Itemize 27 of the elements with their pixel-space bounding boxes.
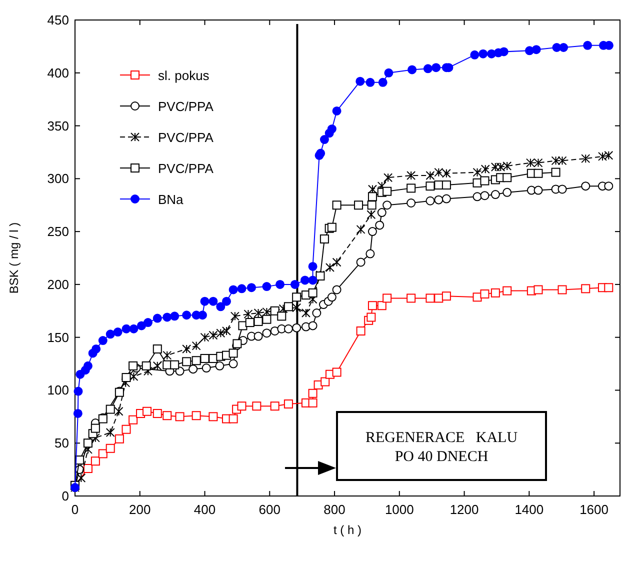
y-tick-label: 200 bbox=[47, 276, 69, 292]
legend-label: BNa bbox=[158, 192, 184, 207]
legend-label: PVC/PPA bbox=[158, 161, 214, 176]
legend-label: PVC/PPA bbox=[158, 99, 214, 114]
y-tick-label: 400 bbox=[47, 65, 69, 80]
x-tick-label: 0 bbox=[71, 502, 79, 517]
x-tick-label: 1000 bbox=[384, 502, 414, 517]
y-tick-label: 150 bbox=[47, 330, 69, 345]
x-tick-label: 1200 bbox=[450, 502, 479, 517]
y-tick-label: 0 bbox=[62, 488, 69, 504]
y-tick-label: 300 bbox=[47, 171, 69, 186]
y-tick-label: 350 bbox=[47, 118, 69, 134]
legend-label: sl. pokus bbox=[158, 68, 210, 83]
y-tick-label: 450 bbox=[47, 12, 69, 28]
x-tick-label: 200 bbox=[129, 502, 151, 517]
x-tick-label: 400 bbox=[194, 502, 216, 517]
x-tick-label: 800 bbox=[324, 502, 346, 517]
x-axis-title: t ( h ) bbox=[333, 523, 362, 537]
y-tick-label: 50 bbox=[54, 436, 69, 451]
y-axis-title: BSK ( mg / l ) bbox=[7, 222, 21, 294]
annotation: REGENERACE KALU PO 40 DNECH bbox=[365, 430, 518, 465]
x-tick-label: 1600 bbox=[580, 502, 609, 517]
legend-label: PVC/PPA bbox=[158, 130, 214, 145]
x-tick-label: 1400 bbox=[514, 502, 544, 517]
x-tick-label: 600 bbox=[258, 502, 280, 517]
y-tick-label: 100 bbox=[47, 382, 69, 398]
y-tick-label: 250 bbox=[47, 224, 69, 240]
